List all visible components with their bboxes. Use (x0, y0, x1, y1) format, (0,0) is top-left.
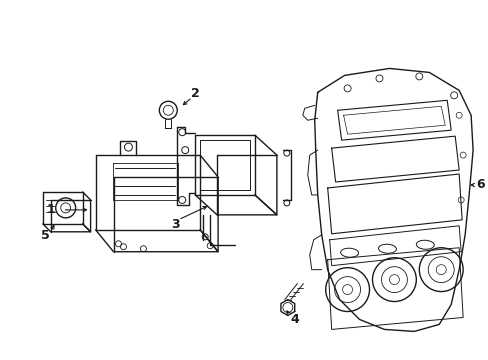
Text: 2: 2 (190, 87, 199, 100)
Text: 6: 6 (475, 179, 484, 192)
Text: 5: 5 (41, 229, 50, 242)
Text: 3: 3 (171, 218, 179, 231)
Text: 1: 1 (46, 203, 55, 216)
Text: 4: 4 (290, 313, 299, 326)
